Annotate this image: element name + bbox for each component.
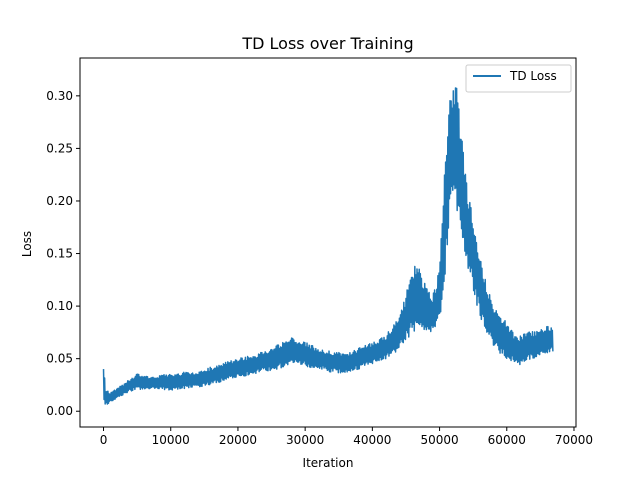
x-axis-label: Iteration: [303, 456, 354, 470]
x-tick-label: 60000: [488, 433, 526, 447]
y-axis-label: Loss: [20, 231, 34, 257]
y-tick-label: 0.15: [46, 247, 73, 261]
y-tick-label: 0.30: [46, 89, 73, 103]
x-tick-label: 10000: [152, 433, 190, 447]
x-tick-label: 40000: [353, 433, 391, 447]
x-tick-label: 20000: [219, 433, 257, 447]
axes-frame: [79, 57, 577, 428]
plot-area: 0 10000 20000 30000 40000 50000 60000 70000 0.00…: [46, 57, 593, 447]
x-tick-label: 50000: [420, 433, 458, 447]
y-tick-label: 0.05: [46, 352, 73, 366]
y-tick-label: 0.25: [46, 141, 73, 155]
legend-label: TD Loss: [509, 69, 557, 83]
legend: TD Loss: [465, 64, 572, 93]
legend-box: [465, 64, 572, 93]
chart-title: TD Loss over Training: [241, 34, 413, 53]
x-tick-label: 0: [100, 433, 108, 447]
series-line-td-loss: [102, 87, 554, 405]
x-tick-label: 70000: [555, 433, 593, 447]
x-tick-label: 30000: [286, 433, 324, 447]
y-tick-label: 0.20: [46, 194, 73, 208]
y-tick-label: 0.00: [46, 404, 73, 418]
y-tick-label: 0.10: [46, 299, 73, 313]
